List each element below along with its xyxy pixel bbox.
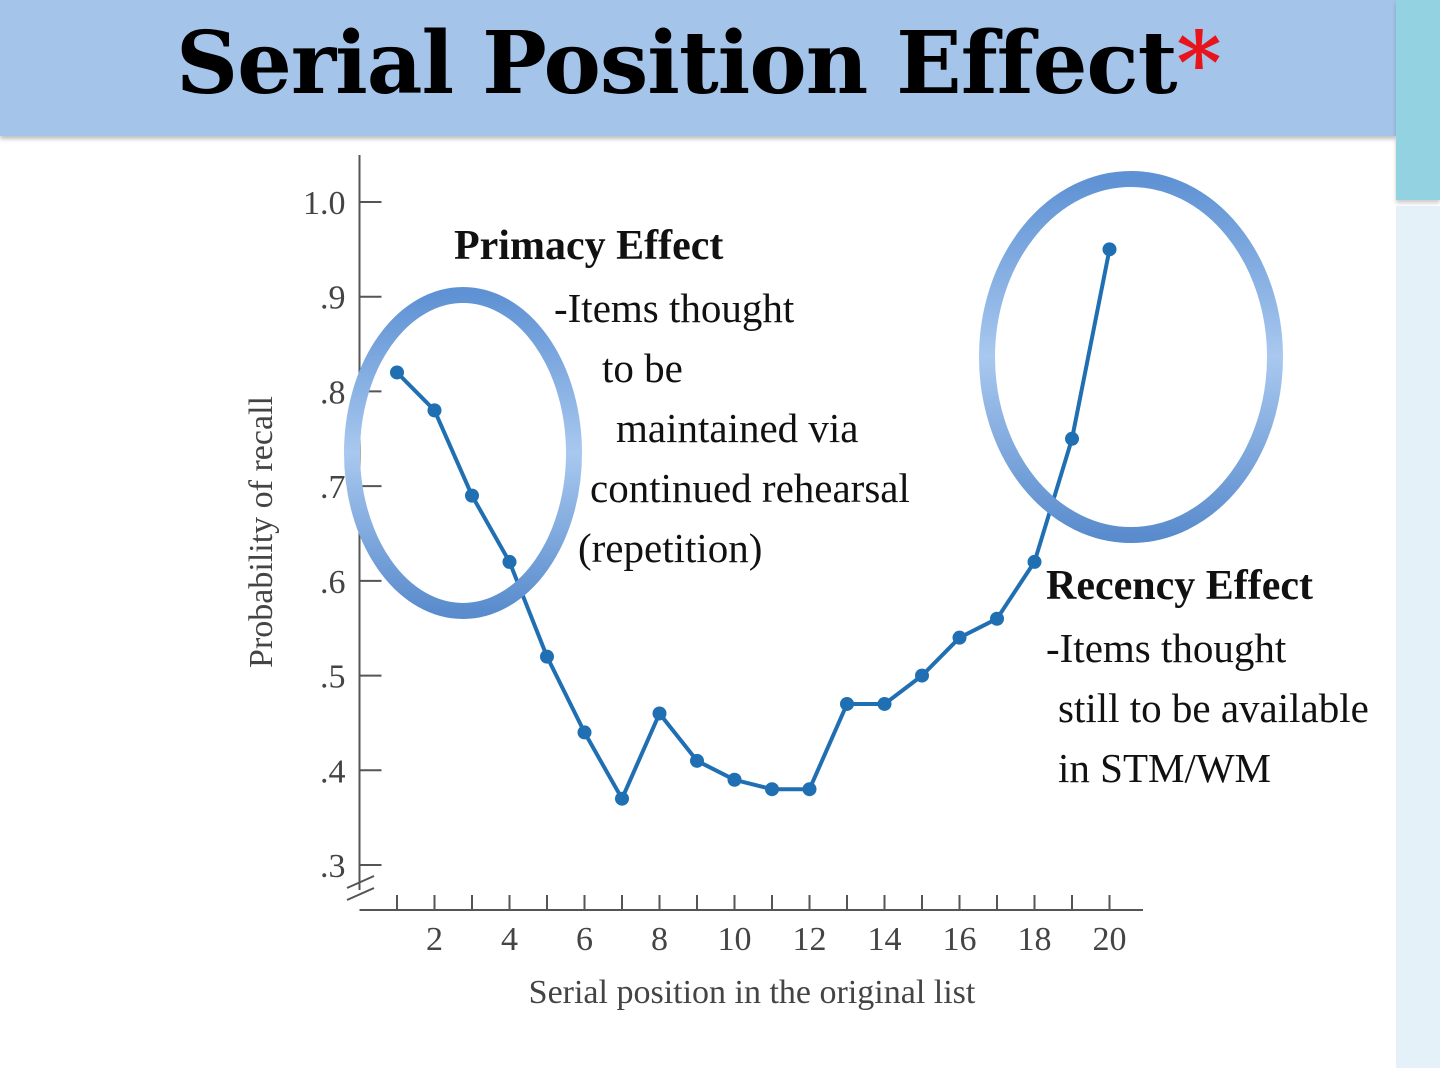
- primacy-line: (repetition): [578, 525, 763, 571]
- data-point: [915, 668, 929, 683]
- data-point: [652, 706, 667, 721]
- x-tick-label: 10: [718, 921, 752, 958]
- data-point: [540, 649, 554, 664]
- data-point: [802, 782, 817, 797]
- primacy-line: maintained via: [616, 405, 859, 451]
- recency-line: in STM/WM: [1058, 745, 1271, 791]
- axis-break-mark: [346, 887, 375, 901]
- x-tick-label: 8: [651, 921, 668, 958]
- axis-break-mark: [346, 875, 375, 889]
- y-tick-label: .7: [320, 469, 346, 506]
- data-point: [727, 772, 742, 787]
- slide-title-text: Serial Position Effect: [176, 13, 1178, 114]
- primacy-ring: [344, 287, 582, 619]
- x-tick-label: 14: [868, 921, 902, 958]
- y-axis-title: Probability of recall: [243, 396, 280, 668]
- x-tick-label: 6: [576, 921, 593, 958]
- data-point: [765, 782, 779, 797]
- x-tick-label: 18: [1018, 921, 1052, 958]
- highlight-rings: [344, 171, 1283, 619]
- primacy-heading: Primacy Effect: [454, 223, 724, 269]
- primacy-line: -Items thought: [554, 285, 795, 331]
- recency-line: still to be available: [1058, 685, 1369, 731]
- data-point: [952, 630, 967, 645]
- y-tick-label: .4: [320, 753, 346, 790]
- primacy-line: continued rehearsal: [590, 465, 910, 511]
- y-tick-label: .3: [320, 848, 346, 885]
- data-point: [502, 554, 517, 569]
- y-tick-label: .6: [320, 564, 346, 601]
- data-point: [690, 753, 704, 768]
- data-point: [427, 403, 442, 418]
- data-point: [840, 696, 854, 711]
- data-point: [990, 611, 1004, 626]
- chart-axes: .3 .4 .5 .6 .7 .8 .9 1.0 2 4 6 8 10 12 14 16 18 20 Serial …: [243, 155, 1143, 1011]
- data-point: [577, 725, 592, 740]
- y-tick-label: 1.0: [303, 185, 346, 222]
- data-point: [465, 488, 479, 503]
- y-tick-label: .9: [320, 280, 346, 317]
- chart-series: [390, 242, 1117, 806]
- recency-line: -Items thought: [1046, 625, 1287, 671]
- x-tick-label: 12: [793, 921, 827, 958]
- x-tick-label: 20: [1093, 921, 1127, 958]
- x-tick-label: 16: [943, 921, 977, 958]
- data-point: [615, 791, 629, 806]
- recency-heading: Recency Effect: [1046, 563, 1314, 609]
- title-asterisk: *: [1176, 13, 1222, 114]
- primacy-line: to be: [602, 345, 683, 391]
- y-tick-label: .5: [320, 659, 346, 696]
- data-point: [390, 365, 404, 380]
- data-point: [1102, 242, 1117, 257]
- x-tick-label: 4: [501, 921, 518, 958]
- data-point: [1065, 431, 1079, 446]
- data-point: [877, 696, 892, 711]
- recency-ring: [979, 171, 1283, 543]
- x-tick-label: 2: [426, 921, 443, 958]
- side-accent: [1396, 206, 1440, 1068]
- data-point: [1027, 554, 1042, 569]
- slide-title: Serial Position Effect*: [176, 14, 1221, 114]
- y-tick-label: .8: [320, 374, 346, 411]
- side-accent-top: [1396, 0, 1440, 200]
- x-axis-title: Serial position in the original list: [529, 974, 976, 1011]
- title-bar: Serial Position Effect*: [0, 0, 1396, 136]
